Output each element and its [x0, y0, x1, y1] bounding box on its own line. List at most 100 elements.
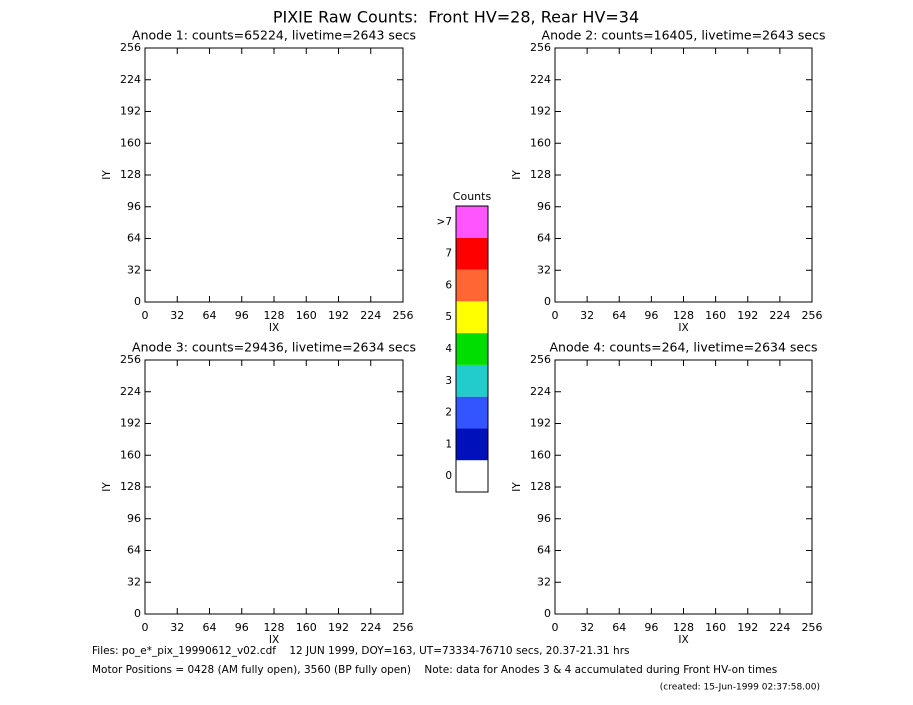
color-swatch	[456, 269, 488, 302]
x-axis-label: IX	[269, 634, 279, 646]
y-tick-label: 192	[120, 105, 141, 118]
color-swatch	[456, 396, 488, 429]
y-tick-label: 32	[537, 263, 551, 276]
colorbar-label: 1	[445, 438, 452, 450]
y-axis-label: IY	[511, 170, 523, 180]
x-axis-label: IX	[678, 322, 688, 334]
y-tick-label: 256	[530, 353, 551, 366]
panel-title: Anode 3: counts=29436, livetime=2634 sec…	[132, 340, 416, 355]
x-tick-label: 96	[644, 309, 658, 322]
x-tick-label: 256	[393, 309, 414, 322]
x-tick-label: 0	[142, 309, 149, 322]
y-tick-label: 64	[537, 544, 551, 557]
x-tick-label: 64	[203, 309, 217, 322]
x-tick-label: 64	[612, 309, 626, 322]
x-tick-label: 128	[264, 309, 285, 322]
x-tick-label: 128	[264, 621, 285, 634]
colorbar-frame	[455, 205, 489, 493]
color-swatch	[456, 460, 488, 492]
x-tick-label: 128	[673, 621, 694, 634]
x-tick-label: 224	[769, 621, 790, 634]
y-tick-label: 128	[530, 168, 551, 181]
color-swatch	[456, 428, 488, 461]
panel-title: Anode 4: counts=264, livetime=2634 secs	[549, 340, 817, 355]
color-swatch	[456, 237, 488, 270]
y-tick-label: 224	[120, 73, 141, 86]
y-tick-label: 128	[120, 168, 141, 181]
footer-line: Motor Positions = 0428 (AM fully open), …	[92, 664, 777, 676]
x-tick-label: 192	[737, 621, 758, 634]
panel-title: Anode 2: counts=16405, livetime=2643 sec…	[542, 28, 826, 43]
x-tick-label: 192	[328, 309, 349, 322]
x-axis-label: IX	[678, 634, 688, 646]
colorbar-label: 6	[445, 279, 452, 291]
y-tick-label: 160	[120, 136, 141, 149]
y-tick-label: 96	[537, 200, 551, 213]
y-axis-label: IY	[101, 482, 113, 492]
colorbar-label: 4	[445, 343, 452, 355]
x-tick-label: 224	[360, 309, 381, 322]
y-tick-label: 96	[127, 200, 141, 213]
y-tick-label: 256	[120, 41, 141, 54]
colorbar-label: 0	[445, 470, 452, 482]
x-tick-label: 256	[802, 309, 823, 322]
y-tick-label: 64	[127, 544, 141, 557]
x-tick-label: 128	[673, 309, 694, 322]
colorbar-label: >7	[437, 216, 452, 228]
y-tick-label: 96	[127, 512, 141, 525]
colorbar-label: 3	[445, 375, 452, 387]
x-tick-label: 96	[235, 309, 249, 322]
y-tick-label: 96	[537, 512, 551, 525]
color-swatch	[456, 206, 488, 238]
x-tick-label: 96	[235, 621, 249, 634]
y-axis-label: IY	[101, 170, 113, 180]
color-swatch	[456, 333, 488, 365]
x-tick-label: 0	[142, 621, 149, 634]
y-tick-label: 0	[544, 295, 551, 308]
y-tick-label: 256	[530, 41, 551, 54]
y-tick-label: 0	[134, 607, 141, 620]
x-tick-label: 256	[802, 621, 823, 634]
panel-title: Anode 1: counts=65224, livetime=2643 sec…	[132, 28, 416, 43]
footer-line: Files: po_e*_pix_19990612_v02.cdf 12 JUN…	[92, 645, 630, 657]
x-tick-label: 224	[769, 309, 790, 322]
y-tick-label: 224	[530, 73, 551, 86]
x-tick-label: 64	[203, 621, 217, 634]
y-tick-label: 32	[127, 263, 141, 276]
y-tick-label: 64	[537, 232, 551, 245]
y-axis-label: IY	[511, 482, 523, 492]
y-tick-label: 192	[120, 417, 141, 430]
x-tick-label: 32	[580, 309, 594, 322]
page-title: PIXIE Raw Counts: Front HV=28, Rear HV=3…	[273, 8, 639, 27]
y-tick-label: 224	[120, 385, 141, 398]
y-tick-label: 64	[127, 232, 141, 245]
colorbar-label: 2	[445, 407, 452, 419]
y-tick-label: 160	[530, 448, 551, 461]
y-tick-label: 224	[530, 385, 551, 398]
x-tick-label: 160	[296, 621, 317, 634]
footer-line: (created: 15-Jun-1999 02:37:58.00)	[660, 683, 820, 693]
x-tick-label: 160	[705, 621, 726, 634]
color-swatch	[456, 364, 488, 397]
x-tick-label: 96	[644, 621, 658, 634]
x-axis-label: IX	[269, 322, 279, 334]
x-tick-label: 0	[552, 621, 559, 634]
y-tick-label: 32	[127, 575, 141, 588]
y-tick-label: 160	[120, 448, 141, 461]
y-tick-label: 160	[530, 136, 551, 149]
x-tick-label: 32	[170, 309, 184, 322]
x-tick-label: 192	[328, 621, 349, 634]
y-tick-label: 192	[530, 105, 551, 118]
x-tick-label: 160	[296, 309, 317, 322]
colorbar-title: Counts	[453, 190, 492, 203]
y-tick-label: 192	[530, 417, 551, 430]
y-tick-label: 0	[544, 607, 551, 620]
x-tick-label: 192	[737, 309, 758, 322]
colorbar-label: 5	[445, 311, 452, 323]
x-tick-label: 32	[580, 621, 594, 634]
y-tick-label: 128	[120, 480, 141, 493]
y-tick-label: 32	[537, 575, 551, 588]
x-tick-label: 160	[705, 309, 726, 322]
x-tick-label: 0	[552, 309, 559, 322]
